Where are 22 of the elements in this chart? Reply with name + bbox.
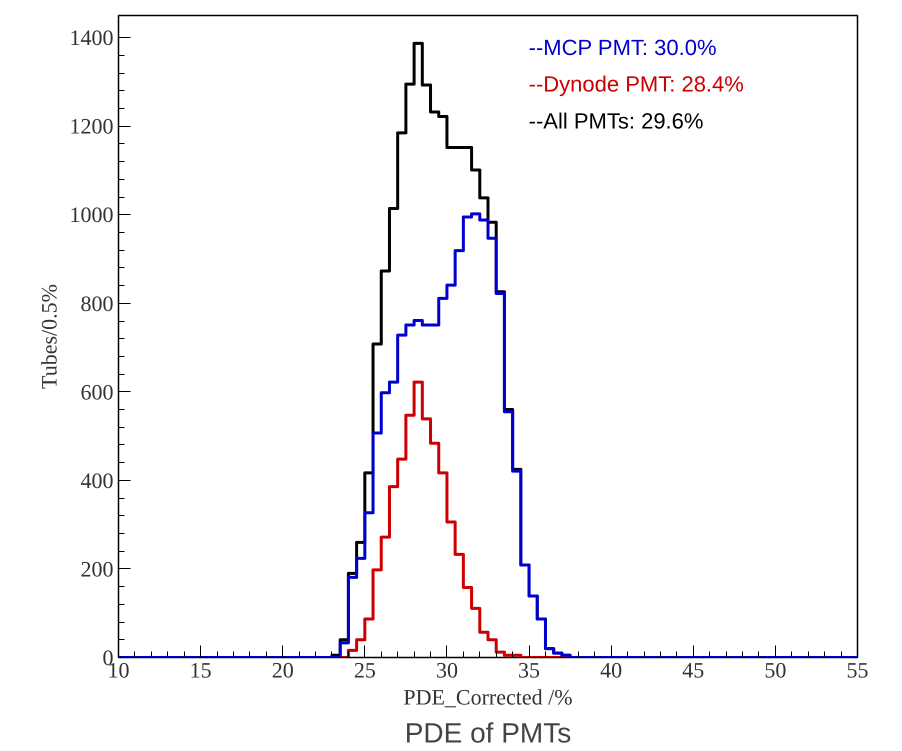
y-tick-label: 800	[80, 290, 114, 316]
x-tick-label: 30	[436, 658, 458, 682]
x-tick-label: 40	[600, 658, 622, 682]
text: --Dynode PMT: 28.4%	[528, 72, 744, 97]
x-axis-title: PDE_Corrected /%	[403, 684, 573, 710]
x-tick-label: 50	[764, 658, 786, 682]
x-tick-label: 55	[846, 658, 868, 682]
text: --MCP PMT: 30.0%	[528, 35, 717, 60]
y-tick-label: 200	[80, 556, 114, 582]
x-tick-label: 20	[272, 658, 294, 682]
x-tick-label: 45	[682, 658, 704, 682]
y-tick-label: 1200	[70, 114, 114, 139]
x-tick-label: 15	[190, 658, 212, 682]
text: --All PMTs: 29.6%	[528, 108, 704, 134]
y-tick-label: 1000	[70, 202, 114, 228]
y-tick-label: 1400	[70, 25, 114, 50]
y-tick-label: 600	[80, 379, 114, 404]
x-tick-label: 25	[354, 658, 376, 682]
y-tick-label: 400	[80, 468, 114, 493]
text: PDE of PMTs	[404, 718, 572, 748]
x-tick-label: 35	[518, 658, 540, 682]
y-axis-title: Tubes/0.5%	[36, 284, 62, 389]
